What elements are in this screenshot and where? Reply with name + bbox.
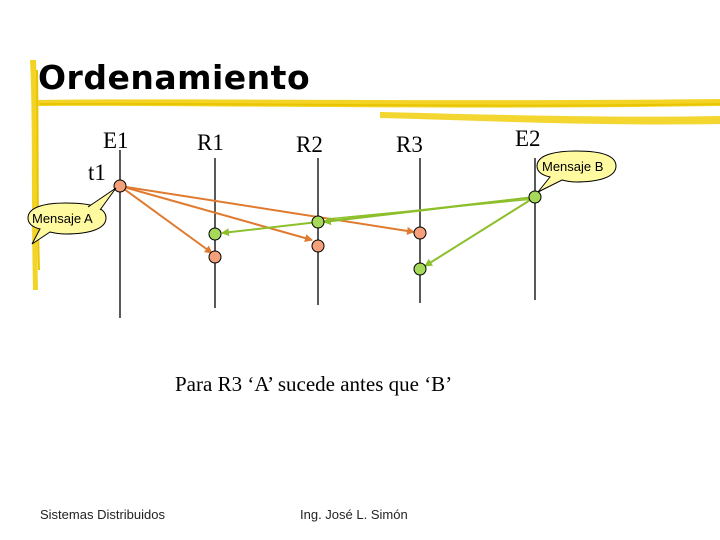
time-label-t1: t1 <box>88 160 106 185</box>
event-r2-recv-a <box>311 239 325 253</box>
message-a-to-r1 <box>119 185 213 254</box>
caption: Para R3 ‘A’ sucede antes que ‘B’ <box>175 372 453 396</box>
callout-message-a <box>27 187 117 245</box>
event-r2-recv-b <box>311 215 325 229</box>
event-r3-recv-a <box>413 226 427 240</box>
slide-title: Ordenamiento <box>38 58 311 97</box>
process-label-e2: E2 <box>515 126 541 151</box>
event-e1-send <box>113 179 127 193</box>
event-r3-recv-b <box>413 262 427 276</box>
process-label-e1: E1 <box>103 128 129 153</box>
event-r1-recv-a <box>208 250 222 264</box>
message-a-to-r3 <box>119 185 415 235</box>
message-b-to-r3 <box>424 196 536 267</box>
left-vertical-brush <box>30 60 40 290</box>
callout-message-b <box>536 150 617 193</box>
message-a-to-r2 <box>119 185 313 242</box>
footer-author: Ing. José L. Simón <box>300 507 408 522</box>
callout-text-message-b: Mensaje B <box>542 159 604 174</box>
process-label-r3: R3 <box>396 132 423 157</box>
title-underline-brush <box>34 99 720 125</box>
event-r1-recv-b <box>208 227 222 241</box>
callout-text-message-a: Mensaje A <box>32 211 93 226</box>
message-b-to-r1 <box>221 196 536 237</box>
process-label-r1: R1 <box>197 130 224 155</box>
event-e2-send <box>528 190 542 204</box>
process-label-r2: R2 <box>296 132 323 157</box>
footer-course: Sistemas Distribuidos <box>40 507 165 522</box>
